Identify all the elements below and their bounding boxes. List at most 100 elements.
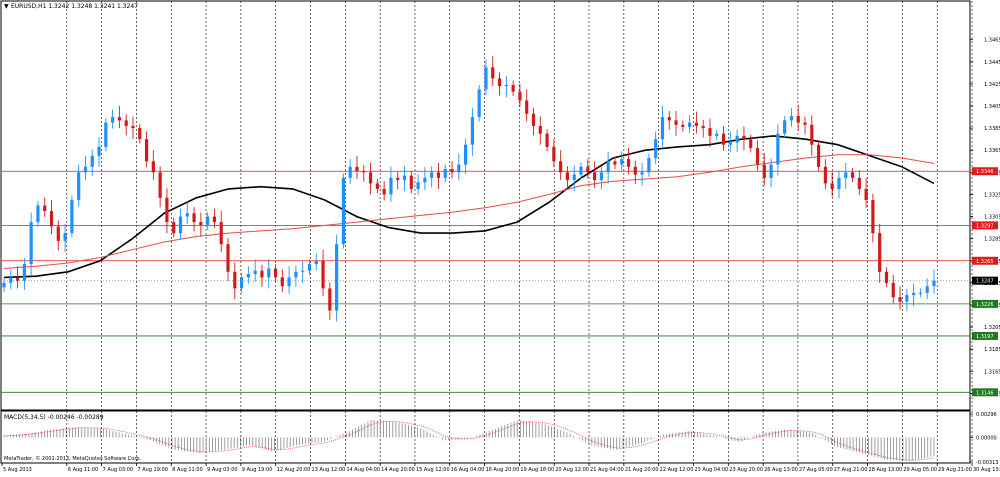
price-level-tag-current: [972, 276, 998, 285]
time-axis-label: 29 Aug 05:00: [903, 467, 937, 473]
bull-candle-body: [206, 216, 210, 226]
price-level-lines: [1, 170, 970, 393]
bear-candle-body: [850, 172, 855, 178]
bull-candle-body: [837, 177, 841, 189]
bear-candle-body: [586, 166, 590, 173]
price-axis-label: 1.3385: [984, 126, 1000, 132]
price-axis-label: 1.3205: [984, 325, 1000, 331]
bull-candle-body: [606, 161, 610, 173]
bull-candle-body: [314, 260, 318, 265]
bear-candle-body: [260, 270, 264, 278]
time-axis-label: 12 Aug 20:00: [277, 467, 311, 473]
bear-candle-body: [538, 125, 542, 134]
price-level-tag-support: [972, 331, 998, 340]
bear-candle-body: [138, 128, 142, 140]
bull-candle-body: [287, 277, 291, 287]
time-axis: 5 Aug 2013 6 Aug 11:00 7 Aug 03:00 7 Aug 19…: [1, 463, 1000, 473]
bear-candle-body: [708, 128, 712, 136]
bear-candle-body: [124, 120, 128, 126]
time-axis-label: 30 Aug 13:00: [973, 467, 1000, 473]
time-axis-label: 9 Aug 19:00: [242, 467, 273, 473]
price-axis-label: 1.3325: [984, 192, 1000, 198]
bear-candle-body: [117, 117, 122, 121]
price-level-label-current: 1.3247: [976, 279, 994, 285]
bull-candle-body: [464, 144, 468, 165]
time-axis-label: 29 Aug 21:00: [938, 467, 972, 473]
bear-candle-body: [878, 233, 882, 272]
time-axis-label: 26 Aug 13:00: [764, 467, 798, 473]
bull-candle-body: [185, 213, 189, 217]
bull-candle-body: [246, 274, 250, 278]
price-level-label-support: 1.3226: [976, 302, 994, 308]
bull-candle-body: [572, 174, 576, 181]
bear-candle-body: [165, 197, 169, 223]
macd-histogram: [3, 420, 935, 461]
bear-candle-body: [518, 91, 522, 101]
bear-candle-body: [613, 161, 617, 165]
bull-candle-body: [178, 216, 183, 234]
bull-candle-body: [348, 166, 352, 178]
bear-candle-body: [362, 171, 366, 173]
time-axis-label: 27 Aug 05:00: [799, 467, 833, 473]
macd-axis-label: -0.00313: [976, 460, 998, 466]
bear-candle-body: [273, 268, 278, 278]
price-axis-label: 1.3305: [984, 215, 1000, 221]
bull-candle-body: [504, 85, 508, 87]
bear-candle-body: [694, 122, 699, 126]
bear-candle-body: [898, 297, 902, 302]
bear-candle-body: [830, 183, 834, 189]
bull-candle-body: [335, 244, 339, 311]
time-axis-label: 28 Aug 13:00: [869, 467, 903, 473]
price-level-label-support: 1.3197: [976, 334, 994, 340]
bear-candle-body: [56, 226, 60, 241]
bear-candle-body: [531, 113, 536, 126]
bear-candle-body: [144, 139, 149, 162]
bear-candle-body: [884, 271, 889, 283]
time-axis-label: 27 Aug 21:00: [834, 467, 868, 473]
bear-candle-body: [891, 282, 895, 298]
time-axis-label: 19 Aug 18:00: [520, 467, 554, 473]
time-axis-label: 7 Aug 19:00: [137, 467, 168, 473]
price-level-labels: 1.3346 1.3297 1.3265 1.3247 1.3226 1.3197 1.31…: [972, 167, 998, 397]
time-axis-label: 23 Aug 20:00: [729, 467, 763, 473]
bear-candle-body: [681, 124, 685, 128]
price-axis-label: 1.3185: [984, 347, 1000, 353]
time-axis-label: 14 Aug 20:00: [381, 467, 415, 473]
bear-candle-body: [375, 183, 379, 189]
bull-candle-body: [267, 268, 271, 278]
time-axis-label: 21 Aug 20:00: [625, 467, 659, 473]
bear-candle-body: [823, 166, 827, 184]
bear-candle-body: [151, 161, 155, 173]
bear-candle-body: [158, 172, 162, 198]
bear-candle-body: [131, 125, 135, 129]
price-axis: 1.3465 1.3445 1.3425 1.3405 1.3385 1.3365 1.33…: [970, 38, 1000, 397]
bear-candle-body: [592, 172, 597, 181]
bull-candle-body: [660, 117, 665, 140]
bear-candle-body: [321, 260, 325, 289]
bear-candle-body: [15, 277, 20, 281]
bull-candle-body: [307, 264, 312, 271]
chevron-down-icon[interactable]: ▼: [4, 3, 9, 10]
bull-candle-body: [2, 282, 6, 288]
bull-candle-body: [29, 222, 33, 265]
time-axis-label: 14 Aug 04:00: [346, 467, 380, 473]
bear-candle-body: [233, 271, 237, 289]
bear-candle-body: [497, 78, 502, 87]
bull-candle-body: [470, 117, 474, 145]
price-axis-label: 1.3445: [984, 60, 1000, 66]
macd-title: MACD(5,34,5) -0.00246 -0.00289: [4, 414, 104, 421]
price-level-tag-support: [972, 388, 998, 397]
bull-candle-body: [477, 89, 481, 118]
bull-candle-body: [715, 133, 719, 136]
bull-candle-body: [416, 182, 420, 189]
macd-axis-label: 0.00000: [976, 435, 997, 441]
bull-candle-body: [735, 135, 739, 143]
bull-candle-body: [301, 270, 305, 272]
bull-candle-body: [294, 271, 298, 278]
bear-candle-body: [328, 288, 332, 311]
bear-candle-body: [816, 144, 821, 167]
macd-signal-line: [3, 421, 935, 461]
bear-candle-body: [226, 244, 230, 272]
price-axis-label: 1.3425: [984, 82, 1000, 88]
